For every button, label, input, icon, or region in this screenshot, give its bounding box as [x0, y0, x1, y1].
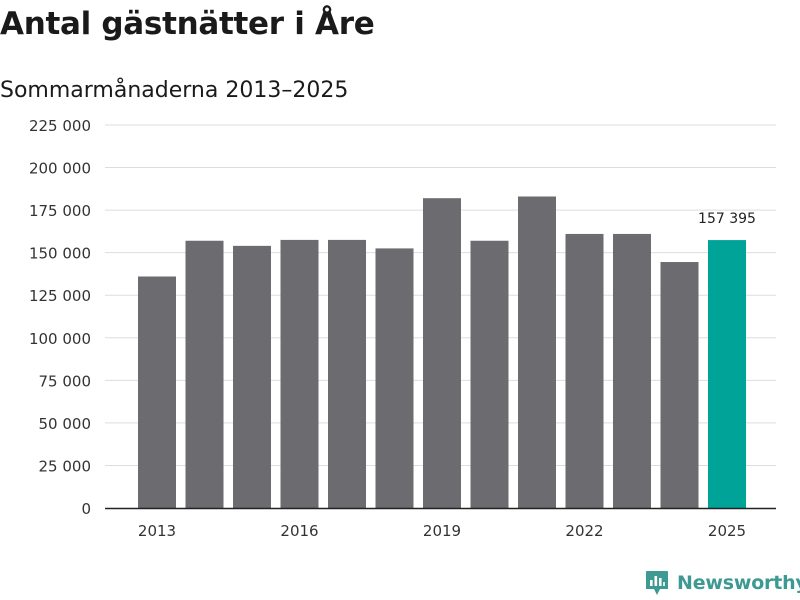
bar-2022	[565, 233, 604, 509]
newsworthy-brand: Newsworthy	[645, 568, 800, 598]
bar-2014	[185, 240, 224, 509]
x-tick-label: 2025	[708, 522, 746, 540]
x-tick-label: 2016	[280, 522, 318, 540]
y-tick-label: 125 000	[29, 287, 91, 305]
y-tick-label: 100 000	[29, 330, 91, 348]
bar-2013	[138, 276, 176, 508]
y-axis-ticks: 0 25 000 50 000 75 000 100 000 125 000 150 000…	[29, 117, 91, 518]
bar-2020	[470, 240, 509, 509]
y-tick-label: 225 000	[29, 117, 91, 135]
y-tick-label: 75 000	[39, 372, 92, 390]
y-tick-label: 0	[81, 500, 91, 518]
y-tick-label: 25 000	[39, 457, 92, 475]
y-tick-label: 50 000	[39, 415, 92, 433]
bar-2023	[613, 233, 651, 509]
bar-2025	[708, 240, 746, 508]
y-tick-label: 150 000	[29, 245, 91, 263]
y-tick-label: 200 000	[29, 160, 91, 178]
annotations: 157 395	[698, 211, 756, 227]
bar-2024	[660, 262, 699, 508]
y-tick-label: 175 000	[29, 202, 91, 220]
data-label: 157 395	[698, 211, 756, 227]
bar-2015	[233, 245, 271, 508]
bar-2021	[518, 196, 556, 508]
chart-title: Antal gästnätter i Åre	[0, 6, 375, 42]
x-tick-label: 2019	[423, 522, 461, 540]
chart-subtitle: Sommarmånaderna 2013–2025	[0, 78, 349, 103]
brand-name: Newsworthy	[677, 572, 800, 594]
bars	[138, 196, 746, 509]
x-axis-ticks: 2013 2016 2019 2022 2025	[138, 522, 746, 540]
bar-2019	[423, 198, 461, 508]
bar-2018	[375, 248, 414, 508]
x-tick-label: 2022	[565, 522, 603, 540]
bar-chart-logo-icon	[646, 571, 668, 595]
bar-2017	[328, 239, 366, 508]
bar-2016	[280, 239, 319, 508]
x-tick-label: 2013	[138, 522, 176, 540]
